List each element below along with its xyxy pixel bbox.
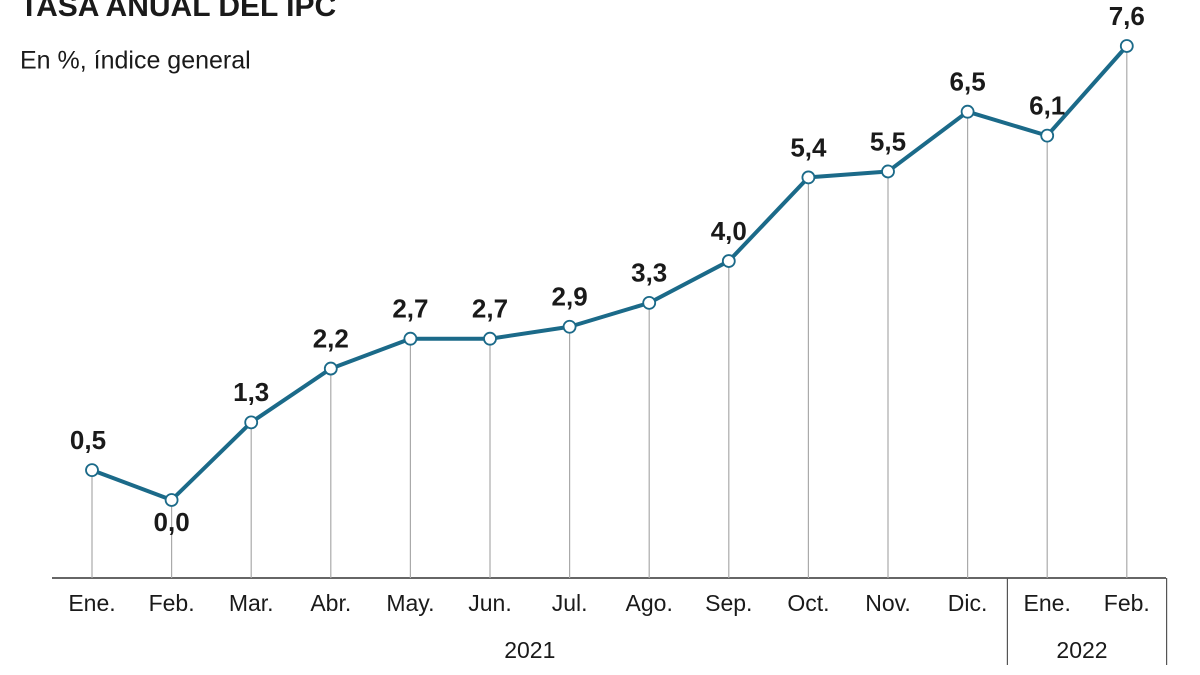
value-label: 4,0 — [711, 216, 747, 246]
point — [483, 331, 497, 346]
point — [801, 170, 816, 185]
value-label: 1,3 — [233, 377, 269, 407]
value-label: 7,6 — [1109, 1, 1145, 31]
chart-subtitle: En %, índice general — [20, 47, 251, 75]
point — [85, 463, 99, 478]
x-tick-label: Jun. — [468, 590, 511, 616]
x-tick-label: Feb. — [149, 590, 195, 616]
point — [721, 254, 736, 268]
value-label: 2,2 — [313, 323, 349, 353]
point — [1040, 128, 1055, 143]
point — [1119, 39, 1134, 53]
point — [562, 319, 577, 334]
value-label: 2,7 — [472, 294, 508, 324]
value-label: 2,7 — [392, 294, 428, 324]
chart-title: TASA ANUAL DEL IPC — [20, 0, 336, 23]
x-tick-label: Jul. — [552, 590, 588, 616]
x-tick-label: May. — [386, 590, 434, 616]
value-label: 3,3 — [631, 258, 667, 288]
value-label: 5,4 — [790, 132, 827, 162]
point — [881, 164, 895, 179]
x-tick-label: Mar. — [229, 590, 274, 616]
point — [244, 415, 259, 430]
x-tick-label: Dic. — [948, 590, 988, 616]
value-label: 5,5 — [870, 126, 906, 156]
year-label: 2022 — [1056, 637, 1107, 663]
point — [642, 295, 657, 310]
point — [164, 493, 179, 507]
x-tick-label: Feb. — [1104, 590, 1150, 616]
point — [960, 104, 975, 119]
value-label: 0,5 — [70, 425, 106, 455]
value-label: 2,9 — [552, 282, 588, 312]
x-tick-label: Sep. — [705, 590, 752, 616]
x-tick-label: Oct. — [787, 590, 829, 616]
point — [403, 331, 418, 346]
point — [323, 361, 338, 376]
x-tick-label: Ene. — [1024, 590, 1071, 616]
x-tick-label: Ago. — [626, 590, 673, 616]
x-tick-label: Ene. — [68, 590, 115, 616]
value-label: 6,5 — [950, 67, 986, 97]
x-tick-label: Nov. — [865, 590, 911, 616]
line — [91, 44, 1129, 502]
year-label: 2021 — [504, 637, 555, 663]
value-label: 6,1 — [1029, 90, 1065, 120]
x-tick-label: Abr. — [310, 590, 351, 616]
value-label: 0,0 — [154, 507, 190, 537]
